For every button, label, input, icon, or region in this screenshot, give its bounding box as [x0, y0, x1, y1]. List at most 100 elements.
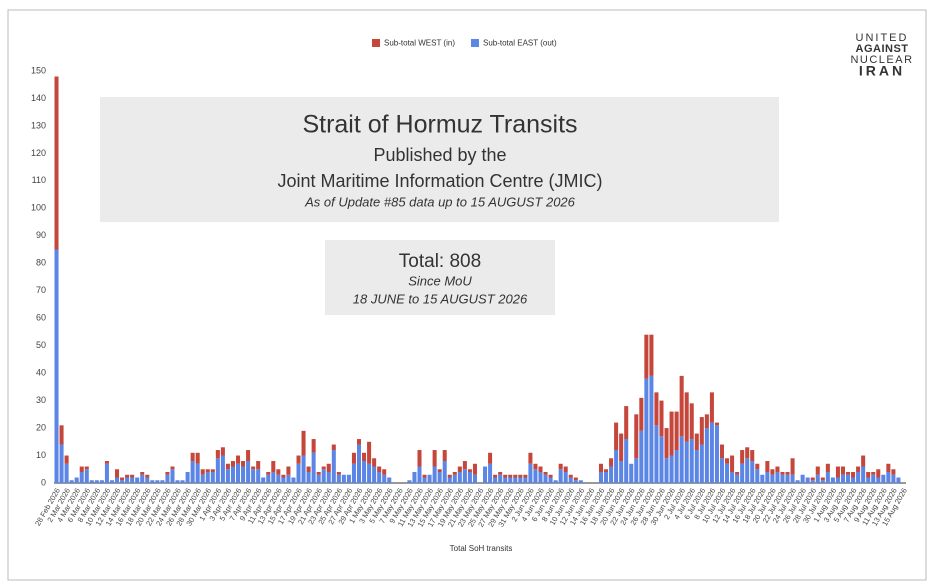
bar-segment — [815, 474, 820, 483]
bar-segment — [750, 461, 755, 483]
bar-segment — [120, 477, 125, 481]
bar-segment — [135, 477, 140, 483]
bar-segment — [326, 472, 331, 483]
bar-segment — [533, 463, 538, 470]
bar-segment — [679, 436, 684, 483]
bar-segment — [830, 477, 835, 483]
bar-segment — [54, 249, 59, 483]
total-note: 18 JUNE to 15 AUGUST 2026 — [353, 291, 528, 306]
bar-segment — [341, 474, 346, 483]
subtitle: Published by the — [373, 145, 506, 165]
bar-segment — [684, 392, 689, 442]
bar-segment — [735, 472, 740, 475]
bar-segment — [241, 461, 246, 467]
bar-segment — [871, 474, 876, 483]
logo-text: NUCLEAR — [850, 54, 913, 66]
bar-segment — [387, 477, 392, 483]
bar-segment — [770, 469, 775, 475]
bar-segment — [609, 466, 614, 483]
bar-segment — [775, 472, 780, 483]
bar-segment — [634, 458, 639, 483]
bar-segment — [684, 441, 689, 483]
bar-segment — [351, 452, 356, 464]
bar-segment — [558, 463, 563, 470]
bar-segment — [367, 441, 372, 464]
bar-segment — [467, 469, 472, 473]
bar-segment — [604, 472, 609, 483]
bar-segment — [417, 466, 422, 483]
bar-segment — [649, 334, 654, 376]
bar-segment — [644, 378, 649, 483]
bar-segment — [790, 458, 795, 475]
bar-segment — [412, 472, 417, 483]
bar-segment — [659, 436, 664, 483]
bar-segment — [235, 463, 241, 483]
bar-segment — [725, 463, 730, 483]
bar-segment — [629, 463, 634, 483]
bar-segment — [851, 477, 856, 483]
bar-segment — [306, 472, 311, 483]
bar-segment — [861, 466, 866, 483]
bar-segment — [709, 422, 714, 483]
bar-segment — [155, 480, 160, 483]
bar-segment — [251, 469, 256, 483]
bar-segment — [538, 466, 543, 473]
bar-segment — [704, 414, 709, 429]
bar-segment — [835, 466, 840, 478]
bar-segment — [503, 477, 508, 483]
bar-segment — [266, 472, 271, 475]
bar-segment — [109, 480, 114, 483]
bar-segment — [140, 472, 145, 475]
bar-segment — [785, 474, 790, 483]
bar-segment — [180, 480, 185, 483]
bar-segment — [79, 466, 84, 473]
bar-segment — [422, 477, 427, 483]
bar-segment — [619, 461, 624, 483]
bar-segment — [165, 474, 170, 483]
bar-segment — [518, 474, 523, 478]
bar-segment — [498, 472, 503, 475]
bar-segment — [846, 472, 851, 475]
bar-segment — [528, 463, 533, 483]
bar-segment — [649, 375, 654, 483]
bar-segment — [654, 425, 659, 483]
bar-segment — [220, 455, 225, 483]
bar-segment — [891, 474, 896, 483]
bar-segment — [896, 477, 901, 483]
bar-segment — [840, 466, 845, 475]
bar-segment — [145, 474, 150, 478]
bar-segment — [639, 430, 644, 483]
bar-segment — [427, 474, 432, 483]
bar-segment — [699, 444, 704, 483]
y-tick-label: 20 — [36, 422, 46, 432]
bar-segment — [598, 463, 604, 473]
bar-segment — [518, 477, 523, 483]
bar-segment — [331, 450, 336, 483]
bar-segment — [604, 469, 609, 473]
bar-segment — [669, 455, 674, 483]
bar-segment — [125, 477, 130, 483]
bar-segment — [513, 477, 518, 483]
bar-segment — [301, 455, 306, 483]
bar-segment — [659, 400, 664, 437]
bar-segment — [170, 469, 175, 483]
bar-segment — [639, 397, 644, 431]
bar-segment — [321, 466, 326, 470]
bar-segment — [321, 469, 326, 483]
bar-segment — [835, 477, 840, 483]
bar-segment — [735, 474, 740, 483]
bar-segment — [367, 463, 372, 483]
bar-segment — [598, 472, 604, 483]
bar-segment — [256, 461, 261, 470]
bar-segment — [190, 452, 195, 462]
bar-segment — [775, 466, 780, 473]
bar-segment — [377, 472, 382, 483]
bar-segment — [472, 463, 477, 475]
bar-segment — [336, 474, 341, 483]
bar-segment — [120, 480, 125, 483]
bar-segment — [553, 480, 558, 483]
plot: 0 10 20 30 40 50 60 70 80 90 100 110 120 130 140 150 Sub… — [31, 39, 909, 529]
bar-segment — [694, 450, 699, 483]
bar-segment — [573, 477, 578, 481]
bar-segment — [362, 461, 367, 483]
